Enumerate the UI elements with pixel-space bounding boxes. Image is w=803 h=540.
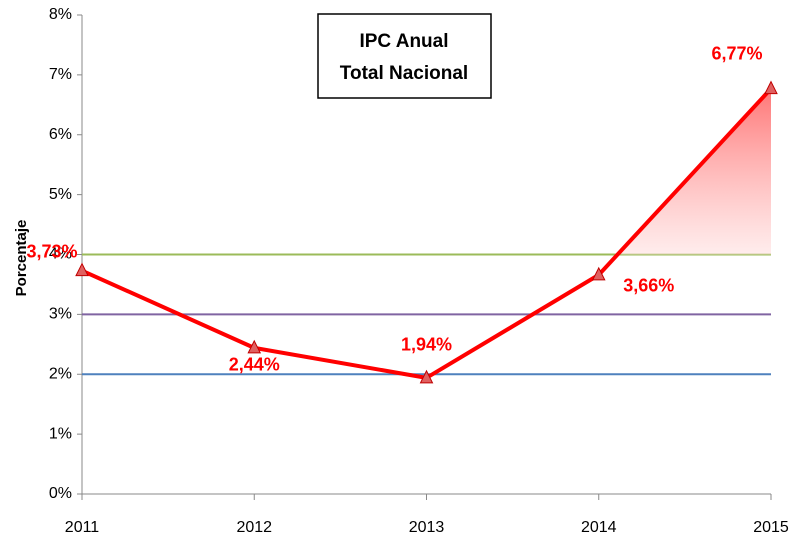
marker — [591, 266, 606, 281]
data-label: 3,66% — [623, 276, 674, 296]
x-tick-label: 2013 — [409, 519, 445, 536]
x-tick-label: 2012 — [236, 519, 272, 536]
title-box — [317, 13, 492, 99]
x-tick-label: 2011 — [65, 519, 100, 536]
y-tick-label: 5% — [49, 186, 72, 203]
x-tick-label: 2014 — [581, 519, 617, 536]
y-tick-label: 0% — [49, 485, 72, 502]
y-tick-label: 6% — [49, 126, 72, 143]
y-tick-label: 1% — [49, 425, 72, 442]
chart-title: IPC Anual — [359, 31, 448, 52]
y-tick-label: 3% — [49, 306, 72, 323]
y-tick-label: 4% — [49, 246, 72, 263]
data-label: 1,94% — [401, 335, 452, 355]
marker — [764, 80, 778, 95]
y-tick-label: 8% — [49, 6, 72, 23]
marker — [247, 339, 262, 354]
data-label: 3,73% — [26, 241, 77, 261]
y-tick-label: 2% — [49, 365, 72, 382]
x-tick-label: 2015 — [753, 519, 789, 536]
chart-title: Total Nacional — [340, 63, 468, 84]
marker — [419, 369, 434, 384]
data-label: 6,77% — [711, 43, 762, 63]
marker — [75, 262, 89, 277]
data-label: 2,44% — [229, 355, 280, 375]
y-tick-label: 7% — [49, 66, 72, 83]
y-axis-label: Porcentaje — [13, 220, 30, 297]
